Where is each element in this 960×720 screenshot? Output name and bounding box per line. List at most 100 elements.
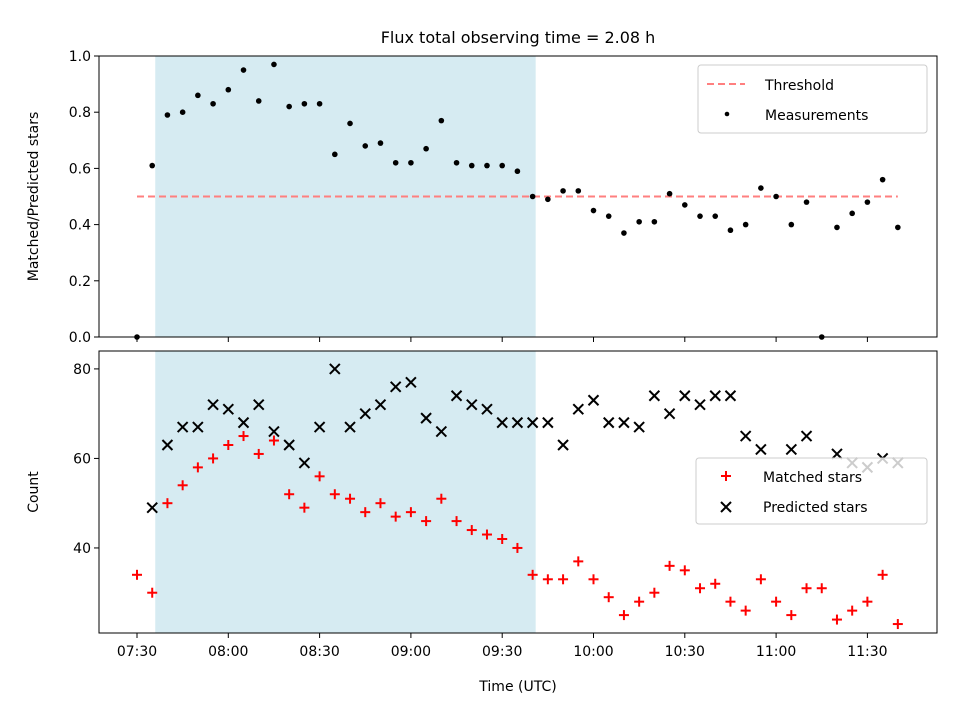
x-stroke xyxy=(785,443,798,456)
x-tick-label: 11:30 xyxy=(847,644,887,660)
predicted-point xyxy=(359,407,371,420)
predicted-point xyxy=(785,443,798,456)
predicted-point xyxy=(329,363,341,375)
matched-point xyxy=(664,560,675,571)
measurement-point xyxy=(484,162,490,169)
measurement-point xyxy=(301,100,308,107)
measurement-point xyxy=(879,176,886,183)
legend-measurements-label: Measurements xyxy=(765,108,868,124)
predicted-point xyxy=(648,390,661,402)
matched-point xyxy=(192,462,203,473)
x-stroke xyxy=(435,425,448,438)
y-tick-label: 0.4 xyxy=(69,218,91,234)
y-tick-label: 40 xyxy=(73,541,91,557)
measurement-point xyxy=(849,210,855,217)
matched-point xyxy=(786,610,797,621)
x-stroke xyxy=(526,416,539,429)
x-stroke xyxy=(146,501,158,514)
measurement-point xyxy=(347,120,353,127)
x-stroke xyxy=(222,403,235,415)
measurement-point xyxy=(271,61,277,68)
matched-point xyxy=(603,592,614,603)
matched-point xyxy=(649,587,660,598)
measurement-point xyxy=(651,218,658,225)
measurement-point xyxy=(697,213,703,219)
measurement-point xyxy=(712,213,719,219)
y-tick-label: 60 xyxy=(73,451,91,467)
matched-point xyxy=(816,583,827,594)
matched-point xyxy=(405,507,416,518)
matched-point xyxy=(710,578,721,589)
measurement-point xyxy=(605,213,612,219)
y-tick-label: 0.2 xyxy=(69,274,91,290)
x-stroke xyxy=(344,421,356,433)
predicted-point xyxy=(192,421,204,433)
measurement-point xyxy=(240,67,247,73)
predicted-point xyxy=(344,421,356,433)
x-stroke xyxy=(450,390,463,402)
predicted-point xyxy=(237,416,250,429)
matched-point xyxy=(725,596,736,607)
predicted-point xyxy=(146,501,158,514)
predicted-point xyxy=(739,430,752,442)
matched-point xyxy=(527,569,538,580)
measurement-point xyxy=(164,112,171,118)
matched-point xyxy=(299,502,310,513)
measurement-point xyxy=(453,159,460,166)
measurement-point xyxy=(255,98,262,104)
x-stroke xyxy=(466,399,478,411)
measurement-point xyxy=(195,92,201,99)
matched-point xyxy=(390,511,401,522)
matched-point xyxy=(573,556,584,567)
matched-point xyxy=(771,596,782,607)
measurement-point xyxy=(377,140,384,146)
x-stroke xyxy=(161,439,174,451)
matched-point xyxy=(634,596,645,607)
x-stroke xyxy=(420,412,432,424)
measurement-point xyxy=(666,190,673,197)
measurement-point xyxy=(636,218,642,225)
count-y-axis: 40 60 80 xyxy=(73,362,99,557)
measurement-point xyxy=(788,221,795,228)
measurement-point xyxy=(545,196,551,203)
x-stroke xyxy=(679,390,691,402)
legend-plus-marker xyxy=(721,471,731,481)
ratio-plot-frame xyxy=(98,55,938,338)
predicted-point xyxy=(298,457,311,469)
predicted-point xyxy=(679,390,691,402)
count-y-axis-label: Count xyxy=(26,471,42,513)
x-tick-label: 10:00 xyxy=(573,644,613,660)
predicted-point xyxy=(831,448,843,460)
matched-point xyxy=(497,534,508,544)
predicted-point xyxy=(800,430,813,442)
measurement-point xyxy=(468,162,475,169)
measurement-point xyxy=(742,221,749,228)
matched-point xyxy=(360,507,371,518)
measurement-point xyxy=(895,224,901,231)
x-stroke xyxy=(176,421,189,433)
matched-point xyxy=(588,574,599,585)
y-tick-label: 0.6 xyxy=(69,161,91,177)
x-tick-label: 11:00 xyxy=(756,644,796,660)
x-stroke xyxy=(496,416,508,429)
measurement-point xyxy=(286,103,292,110)
x-stroke xyxy=(739,430,752,442)
matched-point xyxy=(512,542,523,553)
measurement-point xyxy=(621,230,627,236)
predicted-point xyxy=(481,403,493,415)
legend-predicted-swatch xyxy=(720,501,732,513)
x-stroke xyxy=(724,390,737,402)
x-stroke xyxy=(283,439,295,451)
matched-point xyxy=(132,569,142,580)
predicted-point xyxy=(466,399,478,411)
matched-point xyxy=(253,448,264,459)
predicted-point xyxy=(389,381,402,393)
x-stroke xyxy=(663,407,676,420)
measurement-point xyxy=(362,143,369,149)
legend-threshold-label: Threshold xyxy=(764,78,834,94)
legend-predicted-label: Predicted stars xyxy=(763,500,868,516)
x-stroke xyxy=(374,399,387,411)
x-stroke xyxy=(831,448,843,460)
matched-point xyxy=(223,440,234,450)
